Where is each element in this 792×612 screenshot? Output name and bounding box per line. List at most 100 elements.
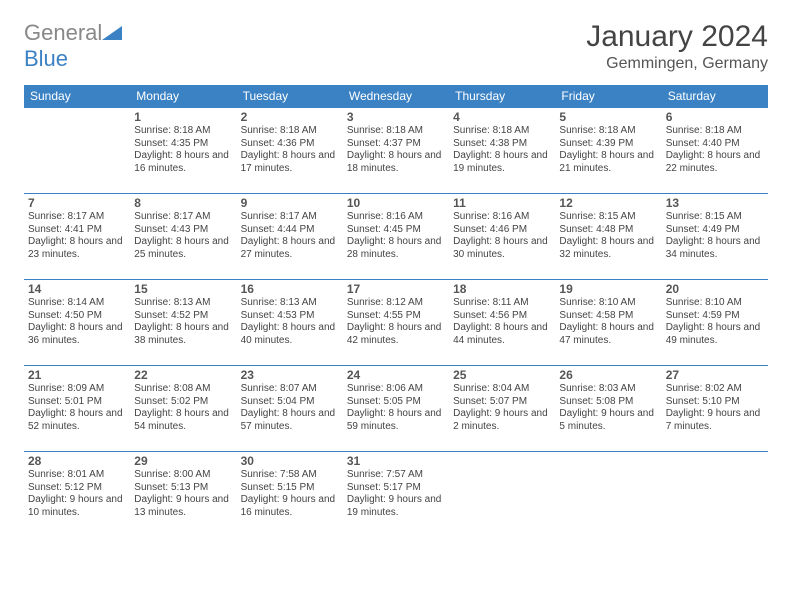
weekday-header: Thursday [449, 85, 555, 108]
sunset-text: Sunset: 4:56 PM [453, 310, 551, 323]
sunrise-text: Sunrise: 8:02 AM [666, 383, 764, 396]
day-info: Sunrise: 8:04 AMSunset: 5:07 PMDaylight:… [453, 383, 551, 433]
calendar-day-cell: 31Sunrise: 7:57 AMSunset: 5:17 PMDayligh… [343, 452, 449, 538]
sunset-text: Sunset: 5:12 PM [28, 482, 126, 495]
day-number: 24 [347, 368, 445, 382]
sunrise-text: Sunrise: 8:17 AM [241, 211, 339, 224]
day-number: 18 [453, 282, 551, 296]
sunrise-text: Sunrise: 8:15 AM [666, 211, 764, 224]
calendar-day-cell: 11Sunrise: 8:16 AMSunset: 4:46 PMDayligh… [449, 194, 555, 280]
day-info: Sunrise: 8:02 AMSunset: 5:10 PMDaylight:… [666, 383, 764, 433]
sunset-text: Sunset: 4:46 PM [453, 224, 551, 237]
calendar-week-row: 7Sunrise: 8:17 AMSunset: 4:41 PMDaylight… [24, 194, 768, 280]
sunset-text: Sunset: 4:40 PM [666, 138, 764, 151]
daylight-text: Daylight: 8 hours and 36 minutes. [28, 322, 126, 347]
sunset-text: Sunset: 4:48 PM [559, 224, 657, 237]
calendar-day-cell: 20Sunrise: 8:10 AMSunset: 4:59 PMDayligh… [662, 280, 768, 366]
sunset-text: Sunset: 4:38 PM [453, 138, 551, 151]
daylight-text: Daylight: 9 hours and 16 minutes. [241, 494, 339, 519]
calendar-day-cell: 23Sunrise: 8:07 AMSunset: 5:04 PMDayligh… [237, 366, 343, 452]
daylight-text: Daylight: 8 hours and 34 minutes. [666, 236, 764, 261]
calendar-day-cell: 12Sunrise: 8:15 AMSunset: 4:48 PMDayligh… [555, 194, 661, 280]
calendar-day-cell: 8Sunrise: 8:17 AMSunset: 4:43 PMDaylight… [130, 194, 236, 280]
calendar-day-cell: 28Sunrise: 8:01 AMSunset: 5:12 PMDayligh… [24, 452, 130, 538]
daylight-text: Daylight: 9 hours and 19 minutes. [347, 494, 445, 519]
day-info: Sunrise: 8:14 AMSunset: 4:50 PMDaylight:… [28, 297, 126, 347]
daylight-text: Daylight: 8 hours and 22 minutes. [666, 150, 764, 175]
weekday-header: Wednesday [343, 85, 449, 108]
day-number: 27 [666, 368, 764, 382]
calendar-week-row: 28Sunrise: 8:01 AMSunset: 5:12 PMDayligh… [24, 452, 768, 538]
sunset-text: Sunset: 5:01 PM [28, 396, 126, 409]
calendar-table: SundayMondayTuesdayWednesdayThursdayFrid… [24, 85, 768, 538]
calendar-week-row: 14Sunrise: 8:14 AMSunset: 4:50 PMDayligh… [24, 280, 768, 366]
day-number: 15 [134, 282, 232, 296]
calendar-day-cell: 13Sunrise: 8:15 AMSunset: 4:49 PMDayligh… [662, 194, 768, 280]
daylight-text: Daylight: 8 hours and 44 minutes. [453, 322, 551, 347]
day-number: 25 [453, 368, 551, 382]
sunrise-text: Sunrise: 7:57 AM [347, 469, 445, 482]
sunset-text: Sunset: 5:08 PM [559, 396, 657, 409]
daylight-text: Daylight: 8 hours and 25 minutes. [134, 236, 232, 261]
daylight-text: Daylight: 8 hours and 28 minutes. [347, 236, 445, 261]
day-info: Sunrise: 8:17 AMSunset: 4:43 PMDaylight:… [134, 211, 232, 261]
daylight-text: Daylight: 9 hours and 13 minutes. [134, 494, 232, 519]
day-info: Sunrise: 8:06 AMSunset: 5:05 PMDaylight:… [347, 383, 445, 433]
sunrise-text: Sunrise: 8:18 AM [241, 125, 339, 138]
day-number: 31 [347, 454, 445, 468]
day-info: Sunrise: 8:08 AMSunset: 5:02 PMDaylight:… [134, 383, 232, 433]
logo-text-gray: General [24, 20, 102, 45]
sunrise-text: Sunrise: 8:16 AM [347, 211, 445, 224]
daylight-text: Daylight: 8 hours and 16 minutes. [134, 150, 232, 175]
day-info: Sunrise: 8:17 AMSunset: 4:44 PMDaylight:… [241, 211, 339, 261]
sunrise-text: Sunrise: 8:06 AM [347, 383, 445, 396]
sunset-text: Sunset: 4:36 PM [241, 138, 339, 151]
daylight-text: Daylight: 8 hours and 27 minutes. [241, 236, 339, 261]
day-number: 23 [241, 368, 339, 382]
day-info: Sunrise: 8:01 AMSunset: 5:12 PMDaylight:… [28, 469, 126, 519]
day-number: 26 [559, 368, 657, 382]
calendar-day-cell: 24Sunrise: 8:06 AMSunset: 5:05 PMDayligh… [343, 366, 449, 452]
day-number: 20 [666, 282, 764, 296]
calendar-day-cell: 17Sunrise: 8:12 AMSunset: 4:55 PMDayligh… [343, 280, 449, 366]
weekday-header: Tuesday [237, 85, 343, 108]
calendar-day-cell: 4Sunrise: 8:18 AMSunset: 4:38 PMDaylight… [449, 108, 555, 194]
logo-text-blue: Blue [24, 46, 68, 71]
day-info: Sunrise: 8:07 AMSunset: 5:04 PMDaylight:… [241, 383, 339, 433]
day-info: Sunrise: 8:13 AMSunset: 4:52 PMDaylight:… [134, 297, 232, 347]
day-info: Sunrise: 8:00 AMSunset: 5:13 PMDaylight:… [134, 469, 232, 519]
calendar-day-cell: 5Sunrise: 8:18 AMSunset: 4:39 PMDaylight… [555, 108, 661, 194]
weekday-header: Sunday [24, 85, 130, 108]
day-number: 10 [347, 196, 445, 210]
day-number: 21 [28, 368, 126, 382]
sunset-text: Sunset: 4:59 PM [666, 310, 764, 323]
sunrise-text: Sunrise: 8:01 AM [28, 469, 126, 482]
sunset-text: Sunset: 5:10 PM [666, 396, 764, 409]
day-number: 6 [666, 110, 764, 124]
calendar-day-cell: 7Sunrise: 8:17 AMSunset: 4:41 PMDaylight… [24, 194, 130, 280]
sunrise-text: Sunrise: 8:16 AM [453, 211, 551, 224]
logo-triangle-icon [102, 22, 122, 40]
sunset-text: Sunset: 4:39 PM [559, 138, 657, 151]
daylight-text: Daylight: 8 hours and 19 minutes. [453, 150, 551, 175]
sunset-text: Sunset: 4:49 PM [666, 224, 764, 237]
daylight-text: Daylight: 8 hours and 52 minutes. [28, 408, 126, 433]
sunrise-text: Sunrise: 8:04 AM [453, 383, 551, 396]
day-number: 11 [453, 196, 551, 210]
day-number: 14 [28, 282, 126, 296]
calendar-day-cell: 26Sunrise: 8:03 AMSunset: 5:08 PMDayligh… [555, 366, 661, 452]
sunrise-text: Sunrise: 8:13 AM [241, 297, 339, 310]
sunrise-text: Sunrise: 8:08 AM [134, 383, 232, 396]
sunset-text: Sunset: 5:05 PM [347, 396, 445, 409]
daylight-text: Daylight: 9 hours and 7 minutes. [666, 408, 764, 433]
daylight-text: Daylight: 8 hours and 17 minutes. [241, 150, 339, 175]
sunset-text: Sunset: 5:15 PM [241, 482, 339, 495]
calendar-week-row: 1Sunrise: 8:18 AMSunset: 4:35 PMDaylight… [24, 108, 768, 194]
daylight-text: Daylight: 8 hours and 57 minutes. [241, 408, 339, 433]
day-info: Sunrise: 8:16 AMSunset: 4:45 PMDaylight:… [347, 211, 445, 261]
day-info: Sunrise: 8:17 AMSunset: 4:41 PMDaylight:… [28, 211, 126, 261]
daylight-text: Daylight: 8 hours and 42 minutes. [347, 322, 445, 347]
day-info: Sunrise: 8:10 AMSunset: 4:58 PMDaylight:… [559, 297, 657, 347]
sunset-text: Sunset: 4:53 PM [241, 310, 339, 323]
calendar-day-cell: 10Sunrise: 8:16 AMSunset: 4:45 PMDayligh… [343, 194, 449, 280]
